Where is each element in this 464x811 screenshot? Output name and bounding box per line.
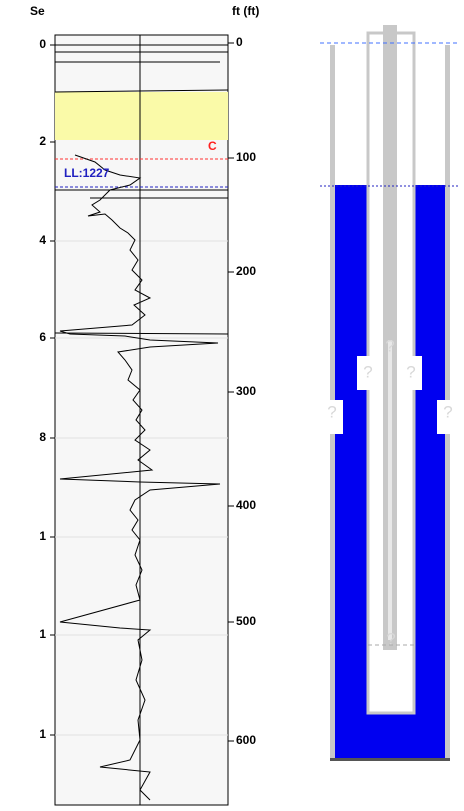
depth-label: 4 — [39, 233, 46, 247]
highlight-zone — [55, 92, 228, 140]
right-header: ft (ft) — [232, 4, 259, 18]
feet-label: 0 — [236, 35, 243, 49]
depth-label: 8 — [39, 430, 46, 444]
unknown-label: ? — [443, 402, 452, 421]
formation-lines — [54, 44, 229, 335]
feet-label: 500 — [236, 614, 256, 628]
unknown-box — [357, 356, 379, 390]
depth-label: 1 — [39, 727, 46, 741]
depth-label: 1 — [39, 627, 46, 641]
depth-label: 6 — [39, 330, 46, 344]
feet-label: 600 — [236, 733, 256, 747]
marker-label: C — [208, 139, 217, 153]
track-grid — [55, 240, 228, 736]
feet-label: 200 — [236, 264, 256, 278]
tubing — [383, 25, 397, 650]
unknown-box — [400, 356, 422, 390]
depth-label: 0 — [39, 37, 46, 51]
unknown-label: ? — [386, 629, 395, 648]
feet-label: 400 — [236, 498, 256, 512]
unknown-label: ? — [327, 402, 336, 421]
level-label: LL:1227 — [64, 166, 110, 180]
unknown-label: ? — [406, 362, 415, 381]
feet-axis: 0 100 200 300 400 500 600 — [228, 35, 256, 747]
tubing-bore — [388, 340, 392, 640]
log-track — [54, 34, 229, 806]
depth-label: 1 — [39, 529, 46, 543]
log-curve — [59, 154, 221, 801]
unknown-label: ? — [363, 362, 372, 381]
unknown-label: ? — [385, 336, 394, 355]
depth-axis: 0 2 4 6 8 1 1 1 — [39, 37, 55, 741]
bottom — [330, 758, 450, 761]
unknown-box — [321, 400, 343, 434]
depth-label: 2 — [39, 134, 46, 148]
unknown-box — [437, 400, 459, 434]
left-header: Se — [30, 4, 45, 18]
feet-label: 100 — [236, 150, 256, 164]
feet-label: 300 — [236, 384, 256, 398]
